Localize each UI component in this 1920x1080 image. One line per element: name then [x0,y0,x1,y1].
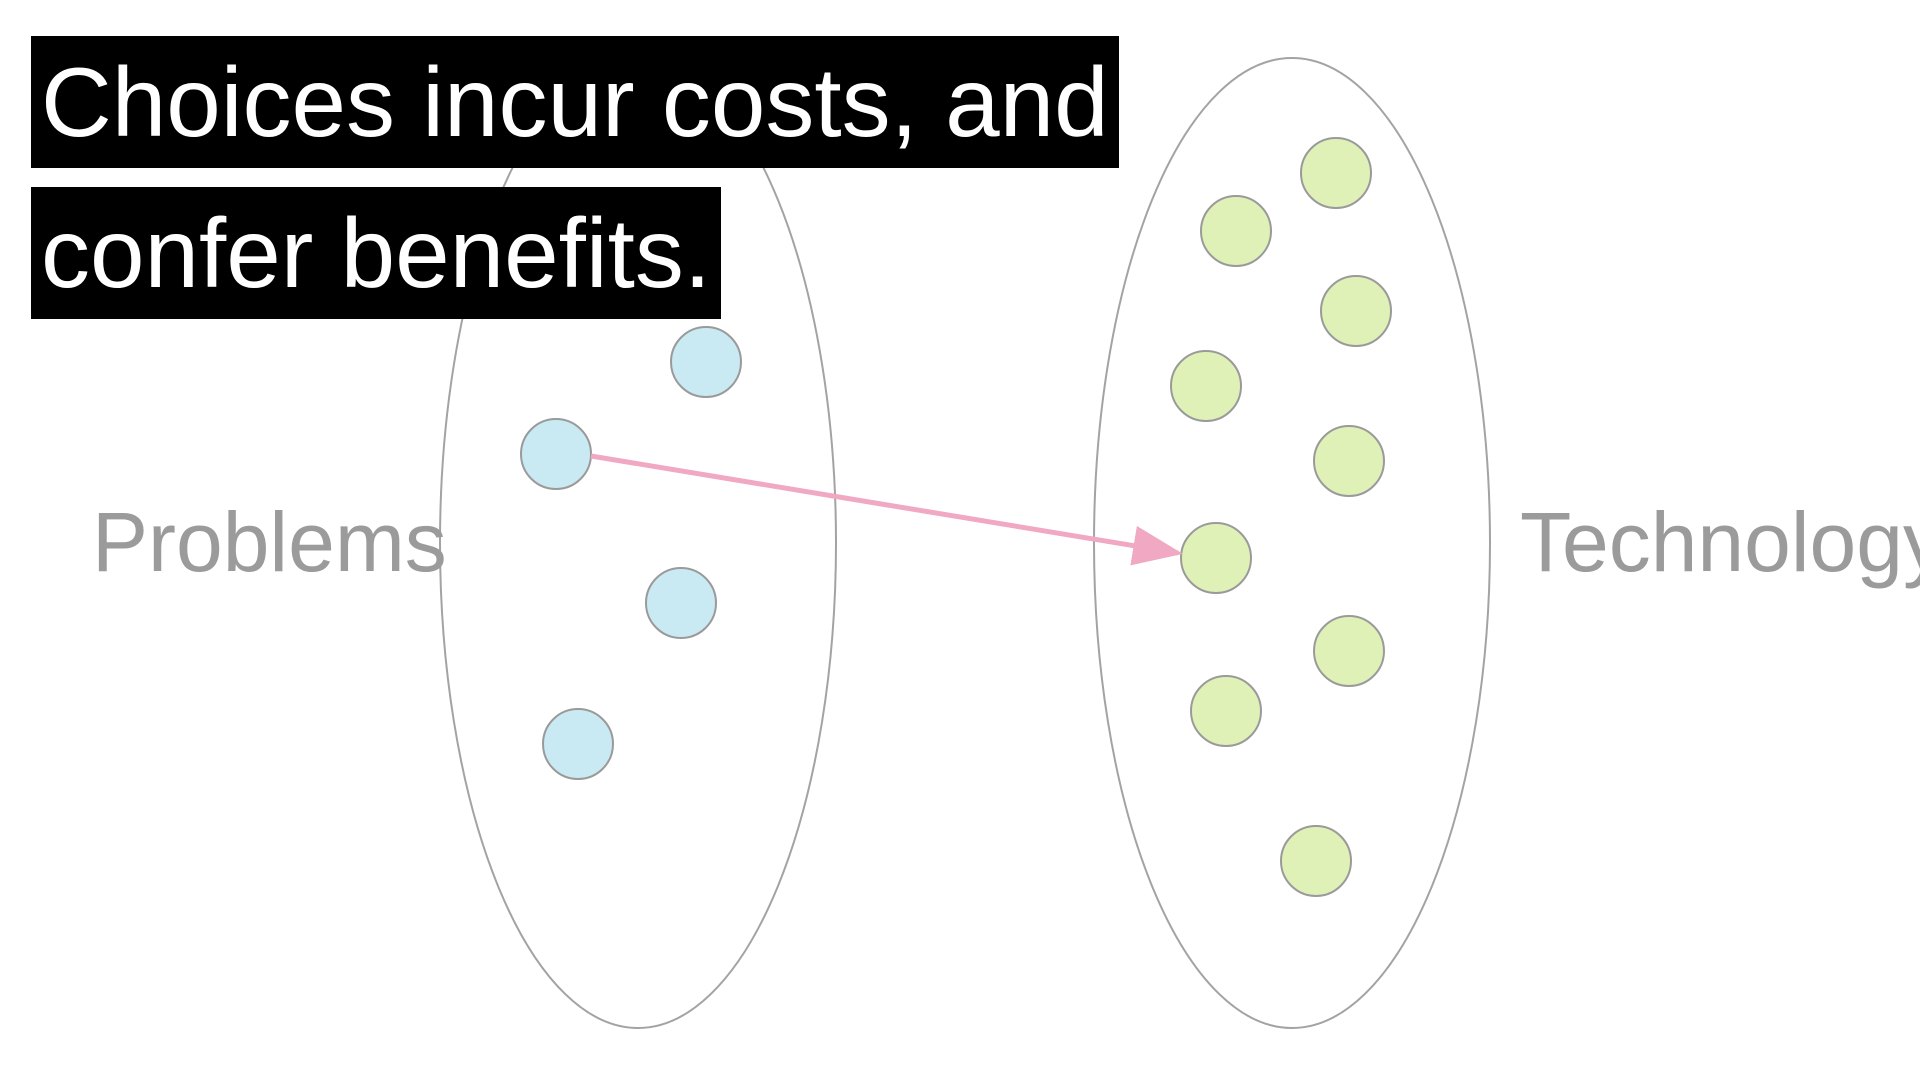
technology-node [1180,522,1252,594]
caption-line-2: confer benefits. [31,187,722,319]
technology-node [1200,195,1272,267]
technology-node [1170,350,1242,422]
problems-label: Problems [92,495,447,589]
problem-node [520,418,592,490]
problem-node [542,708,614,780]
caption-line-1: Choices incur costs, and [31,36,1119,168]
problem-nodes [520,326,742,780]
problem-to-technology-arrow [590,453,1183,566]
problem-node [670,326,742,398]
technology-node [1190,675,1262,747]
technology-node [1313,425,1385,497]
technology-node [1280,825,1352,897]
technology-set-ellipse [1093,57,1491,1029]
problem-node [645,567,717,639]
technology-label: Technology [1520,495,1920,589]
technology-node [1320,275,1392,347]
technology-node [1313,615,1385,687]
technology-node [1300,137,1372,209]
technology-nodes [1170,137,1392,897]
